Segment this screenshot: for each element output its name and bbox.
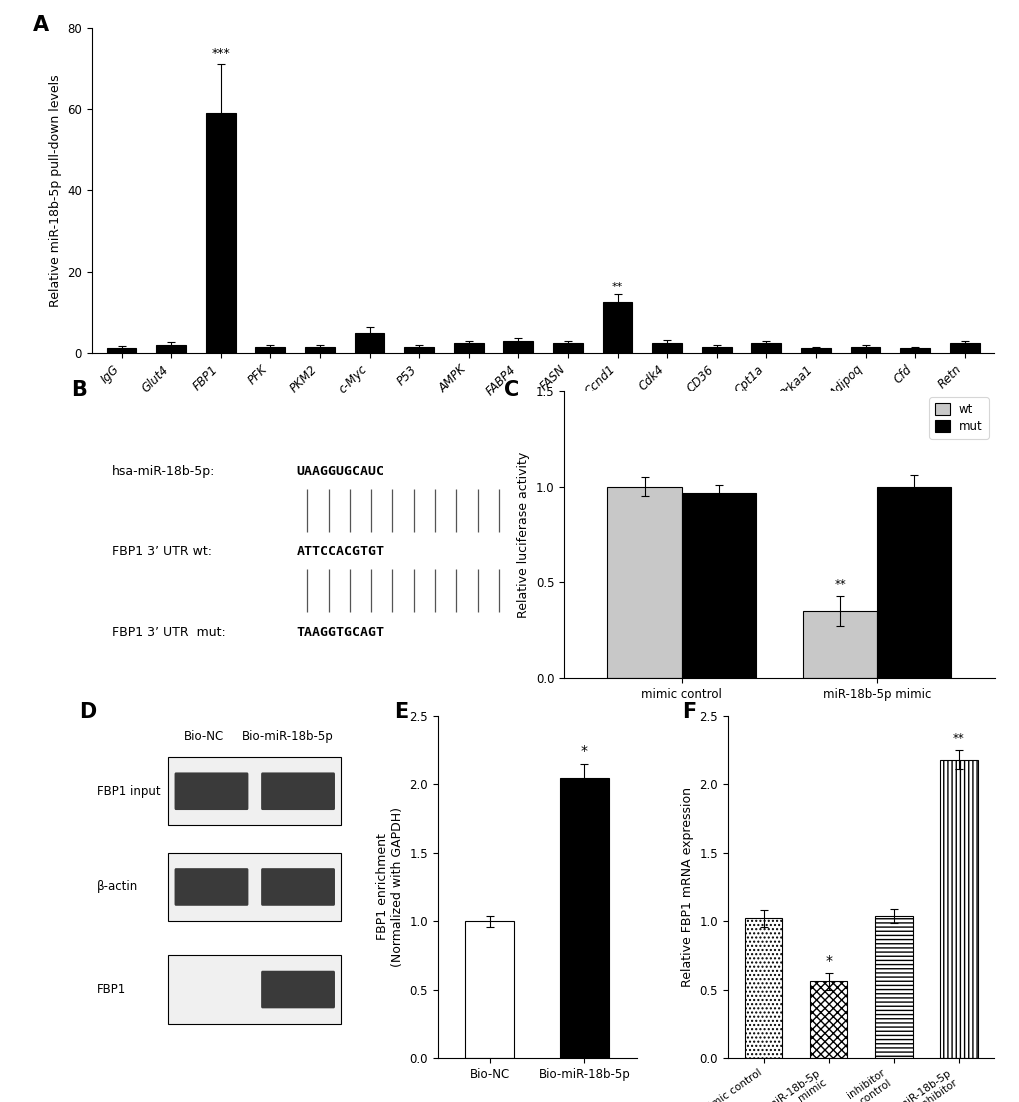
Text: *: * (581, 745, 587, 758)
Legend: wt, mut: wt, mut (928, 397, 987, 439)
Bar (552, 343, 582, 353)
Y-axis label: Relative miR-18b-5p pull-down levels: Relative miR-18b-5p pull-down levels (49, 74, 61, 306)
Bar (850, 347, 879, 353)
Text: **: ** (611, 282, 623, 292)
Text: FBP1: FBP1 (97, 983, 126, 996)
Bar (809, 982, 847, 1058)
FancyBboxPatch shape (174, 773, 249, 810)
FancyBboxPatch shape (174, 868, 249, 906)
Bar (802, 611, 876, 678)
Bar (156, 345, 185, 353)
Bar (206, 114, 235, 353)
Bar (751, 343, 781, 353)
Bar (800, 348, 830, 353)
Text: FBP1 3’ UTR wt:: FBP1 3’ UTR wt: (112, 545, 212, 559)
Bar (305, 347, 334, 353)
Text: Bio-miR-18b-5p: Bio-miR-18b-5p (242, 730, 333, 743)
Bar (651, 343, 682, 353)
FancyBboxPatch shape (261, 773, 334, 810)
Bar (606, 487, 681, 678)
Bar (701, 347, 731, 353)
Bar (559, 778, 608, 1058)
Text: FBP1 input: FBP1 input (97, 785, 160, 798)
FancyBboxPatch shape (261, 868, 334, 906)
Text: ***: *** (211, 47, 230, 61)
Bar (602, 302, 632, 353)
Y-axis label: FBP1 enrichment
(Normalized with GAPDH): FBP1 enrichment (Normalized with GAPDH) (375, 807, 404, 966)
Text: **: ** (952, 732, 964, 745)
Text: ATTCCACGTGT: ATTCCACGTGT (297, 545, 384, 559)
Text: D: D (79, 702, 96, 722)
Bar (681, 493, 755, 678)
Text: E: E (393, 702, 408, 722)
Bar (876, 487, 951, 678)
Bar (503, 341, 533, 353)
Text: β-actin: β-actin (97, 880, 138, 894)
Text: UAAGGUGCAUC: UAAGGUGCAUC (297, 465, 384, 478)
Bar (355, 333, 384, 353)
Text: B: B (71, 380, 87, 400)
Text: Bio-NC: Bio-NC (183, 730, 224, 743)
FancyBboxPatch shape (261, 971, 334, 1008)
Bar (744, 918, 782, 1058)
Text: hsa-miR-18b-5p:: hsa-miR-18b-5p: (112, 465, 215, 478)
Bar (874, 916, 912, 1058)
Text: **: ** (834, 577, 845, 591)
FancyBboxPatch shape (168, 955, 341, 1024)
Text: C: C (503, 380, 519, 400)
Bar (453, 343, 483, 353)
Text: FBP1 3’ UTR  mut:: FBP1 3’ UTR mut: (112, 626, 226, 638)
Y-axis label: Relative luciferase activity: Relative luciferase activity (517, 452, 530, 618)
Text: *: * (824, 953, 832, 968)
Y-axis label: Relative FBP1 mRNA expression: Relative FBP1 mRNA expression (680, 787, 693, 987)
Bar (107, 348, 137, 353)
Text: F: F (682, 702, 696, 722)
Bar (938, 759, 976, 1058)
Bar (404, 347, 434, 353)
Bar (465, 921, 514, 1058)
FancyBboxPatch shape (168, 757, 341, 825)
Text: A: A (33, 14, 49, 34)
Bar (949, 343, 978, 353)
Bar (900, 348, 929, 353)
FancyBboxPatch shape (168, 853, 341, 921)
Bar (255, 347, 285, 353)
Text: TAAGGTGCAGT: TAAGGTGCAGT (297, 626, 384, 638)
